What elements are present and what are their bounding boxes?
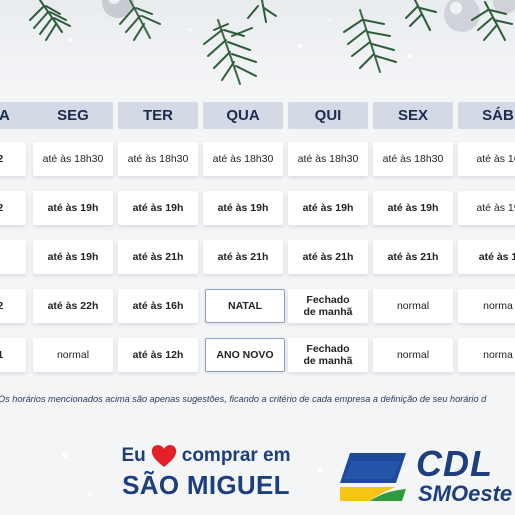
table-cell: até às 22h bbox=[33, 289, 113, 323]
table-cell: até às 19h bbox=[203, 191, 283, 225]
snowflake-decoration bbox=[318, 468, 323, 473]
holiday-cell: ANO NOVO bbox=[205, 338, 285, 372]
campaign-slogan: Eu comprar em SÃO MIGUEL bbox=[108, 444, 304, 501]
snowflake-decoration bbox=[88, 492, 92, 496]
table-cell: até às 18h30 bbox=[373, 142, 453, 176]
table-cell: até às 18h30 bbox=[33, 142, 113, 176]
table-cell: até às 19h bbox=[33, 191, 113, 225]
header-day: TER bbox=[118, 102, 198, 129]
slogan-city: SÃO MIGUEL bbox=[122, 470, 290, 500]
cdl-logo-region: SMOeste bbox=[418, 481, 513, 506]
table-cell: até às 19h bbox=[118, 191, 198, 225]
cdl-logo-mark-icon bbox=[340, 453, 406, 501]
table-cell: até às 18h30 bbox=[203, 142, 283, 176]
table-cell: até às 21h bbox=[203, 240, 283, 274]
table-cell: até às 19h bbox=[33, 240, 113, 274]
table-cell: Fechado de manhã bbox=[288, 338, 368, 372]
table-cell: até às 21h bbox=[288, 240, 368, 274]
christmas-branches-decoration bbox=[0, 0, 515, 92]
table-cell: Fechado de manhã bbox=[288, 289, 368, 323]
row-date: 5/12 bbox=[0, 191, 26, 225]
table-cell: até às 21h bbox=[118, 240, 198, 274]
header-day: SEX bbox=[373, 102, 453, 129]
snowflake-decoration bbox=[62, 452, 68, 458]
table-cell: até às 18h30 bbox=[118, 142, 198, 176]
header-day: QUI bbox=[288, 102, 368, 129]
cdl-logo: CDL SMOeste bbox=[340, 443, 515, 509]
table-cell: até às 19 bbox=[458, 191, 515, 225]
header-day: NA bbox=[0, 102, 38, 129]
row-date: /12 bbox=[0, 240, 26, 274]
disclaimer-text: Os horários mencionados acima são apenas… bbox=[0, 394, 487, 404]
header-day: QUA bbox=[203, 102, 283, 129]
table-cell: até às 16 bbox=[458, 142, 515, 176]
table-cell: até às 12h bbox=[118, 338, 198, 372]
slogan-word-eu: Eu bbox=[121, 445, 146, 466]
cdl-logo-name: CDL bbox=[416, 443, 493, 484]
heart-icon bbox=[151, 445, 176, 467]
table-cell: norma bbox=[458, 289, 515, 323]
table-cell: até às 21h bbox=[373, 240, 453, 274]
holiday-cell: NATAL bbox=[205, 289, 285, 323]
table-cell: normal bbox=[33, 338, 113, 372]
table-cell: normal bbox=[373, 289, 453, 323]
table-cell: até às 19h bbox=[288, 191, 368, 225]
header-day: SEG bbox=[33, 102, 113, 129]
table-cell: até às 1 bbox=[458, 240, 515, 274]
table-cell: até às 18h30 bbox=[288, 142, 368, 176]
table-cell: até às 19h bbox=[373, 191, 453, 225]
table-cell: norma bbox=[458, 338, 515, 372]
row-date: 9/12 bbox=[0, 289, 26, 323]
table-cell: normal bbox=[373, 338, 453, 372]
header-day: SÁB bbox=[458, 102, 515, 129]
row-date: 3/12 bbox=[0, 142, 26, 176]
slogan-word-comprar: comprar em bbox=[181, 445, 291, 466]
row-date: 0/01 bbox=[0, 338, 26, 372]
table-cell: até às 16h bbox=[118, 289, 198, 323]
